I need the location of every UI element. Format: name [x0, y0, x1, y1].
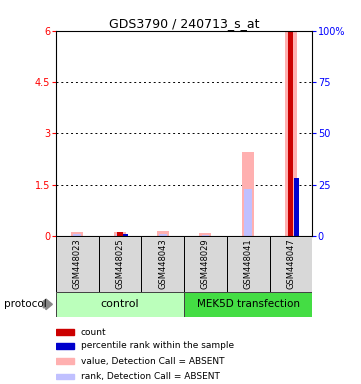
Bar	[114, 232, 126, 236]
Text: protocol: protocol	[4, 299, 46, 310]
Text: GSM448047: GSM448047	[286, 238, 295, 290]
Title: GDS3790 / 240713_s_at: GDS3790 / 240713_s_at	[109, 17, 259, 30]
Bar	[56, 374, 74, 379]
Bar	[270, 236, 312, 292]
Bar	[242, 152, 254, 236]
Text: GSM448043: GSM448043	[158, 238, 167, 290]
Bar	[117, 232, 123, 236]
Bar	[157, 231, 169, 236]
Text: GSM448025: GSM448025	[116, 239, 125, 289]
Bar	[227, 236, 270, 292]
Bar	[201, 235, 209, 236]
Bar	[116, 235, 124, 236]
Bar	[71, 232, 83, 236]
Bar	[159, 234, 167, 236]
Bar	[244, 189, 252, 236]
Text: control: control	[101, 299, 139, 310]
Text: GSM448041: GSM448041	[244, 239, 253, 289]
Bar	[200, 233, 212, 236]
Bar	[123, 234, 128, 236]
Bar	[56, 292, 184, 317]
Text: percentile rank within the sample: percentile rank within the sample	[81, 341, 234, 351]
Bar	[294, 178, 299, 236]
Bar	[56, 236, 99, 292]
Bar	[288, 32, 293, 236]
Text: value, Detection Call = ABSENT: value, Detection Call = ABSENT	[81, 357, 225, 366]
Text: GSM448029: GSM448029	[201, 239, 210, 289]
Bar	[285, 32, 297, 236]
Text: rank, Detection Call = ABSENT: rank, Detection Call = ABSENT	[81, 372, 220, 381]
Bar	[99, 236, 142, 292]
Bar	[56, 343, 74, 349]
Text: GSM448023: GSM448023	[73, 238, 82, 290]
Bar	[184, 236, 227, 292]
Bar	[73, 234, 81, 236]
Bar	[56, 358, 74, 364]
Bar	[142, 236, 184, 292]
Bar	[56, 329, 74, 335]
Text: MEK5D transfection: MEK5D transfection	[197, 299, 300, 310]
Text: count: count	[81, 328, 106, 336]
Bar	[184, 292, 312, 317]
